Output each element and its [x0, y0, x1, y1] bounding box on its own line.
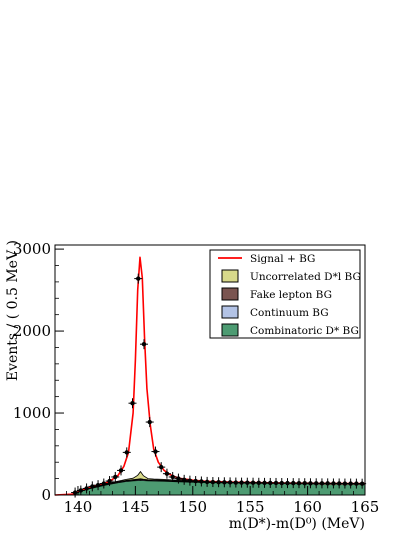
legend-label-combinatoric-d-bg: Combinatoric D* BG — [250, 325, 359, 337]
y-tick-label: 2000 — [13, 322, 51, 340]
x-tick-label: 150 — [178, 498, 207, 516]
data-point — [162, 468, 171, 479]
data-point — [151, 446, 160, 457]
x-tick-label: 155 — [236, 498, 265, 516]
data-point — [272, 477, 281, 488]
legend: Signal + BG Uncorrelated D*l BG Fake lepto… — [209, 249, 361, 339]
y-tick-label: 0 — [41, 486, 51, 504]
data-point — [88, 481, 97, 492]
legend-label-signal-bg: Signal + BG — [250, 253, 315, 265]
legend-swatch-continuum-bg — [221, 305, 239, 319]
data-point — [117, 465, 126, 476]
plot-area — [54, 256, 367, 498]
data-point — [111, 471, 120, 482]
x-axis-title: m(D*)-m(D⁰) (MeV) — [229, 516, 365, 532]
data-point — [105, 476, 114, 487]
data-point — [145, 417, 154, 428]
legend-swatch-combinatoric-d-bg — [221, 323, 239, 337]
data-point — [157, 462, 166, 473]
data-point — [191, 476, 200, 487]
legend-label-uncorrelated-d-l-bg: Uncorrelated D*l BG — [250, 271, 361, 283]
data-point — [134, 273, 143, 284]
data-point — [128, 398, 137, 409]
x-tick-label: 145 — [121, 498, 150, 516]
data-point — [94, 480, 103, 491]
x-tick-label: 160 — [293, 498, 322, 516]
legend-swatch-fake-lepton-bg — [221, 287, 239, 301]
data-point — [220, 477, 229, 488]
data-point — [174, 473, 183, 484]
y-axis-title: Events / ( 0.5 MeV ) — [5, 240, 21, 381]
data-point — [237, 477, 246, 488]
x-tick-label: 140 — [64, 498, 93, 516]
data-point — [139, 339, 148, 350]
data-point — [168, 471, 177, 482]
data-point — [208, 477, 217, 488]
plot-frame — [54, 244, 366, 496]
data-point — [82, 483, 91, 494]
data-point — [180, 474, 189, 485]
legend-label-fake-lepton-bg: Fake lepton BG — [250, 289, 332, 301]
axes: 140 145 150 155 160 165 0 1000 2000 3000 — [13, 240, 380, 516]
data-point — [99, 478, 108, 489]
y-tick-label: 1000 — [13, 404, 51, 422]
legend-label-continuum-bg: Continuum BG — [250, 307, 329, 319]
legend-swatch-uncorrelated-d-l-bg — [221, 269, 239, 283]
y-tick-label: 3000 — [13, 240, 51, 258]
data-point — [254, 477, 263, 488]
x-tick-label: 165 — [351, 498, 380, 516]
data-point — [122, 447, 131, 458]
